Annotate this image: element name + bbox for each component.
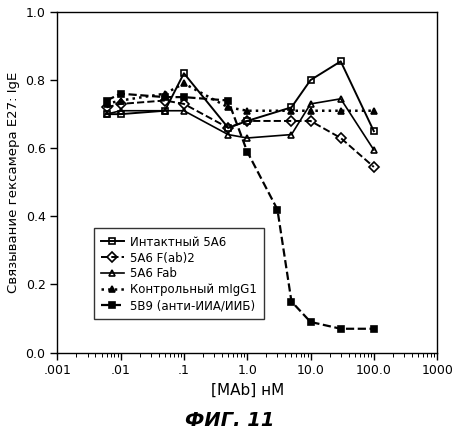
- 5А6 Fab: [337, 96, 343, 101]
- 5А6 F(ab)2: [162, 98, 167, 103]
- 5В9 (анти-ИИА/ИИБ): [162, 95, 167, 100]
- Интактный 5А6: [244, 118, 249, 123]
- Интактный 5А6: [118, 111, 123, 117]
- 5В9 (анти-ИИА/ИИБ): [307, 319, 313, 325]
- X-axis label: [MAb] нМ: [MAb] нМ: [210, 383, 283, 398]
- 5В9 (анти-ИИА/ИИБ): [244, 149, 249, 154]
- 5А6 Fab: [181, 108, 186, 114]
- Контрольный mIgG1: [288, 108, 294, 114]
- 5А6 Fab: [118, 108, 123, 114]
- 5В9 (анти-ИИА/ИИБ): [104, 98, 109, 103]
- 5В9 (анти-ИИА/ИИБ): [370, 326, 376, 332]
- 5А6 Fab: [288, 132, 294, 137]
- Line: Контрольный mIgG1: Контрольный mIgG1: [103, 80, 376, 114]
- 5А6 F(ab)2: [225, 125, 230, 130]
- Интактный 5А6: [225, 125, 230, 130]
- Интактный 5А6: [181, 71, 186, 76]
- Line: 5А6 F(ab)2: 5А6 F(ab)2: [103, 97, 376, 170]
- 5А6 F(ab)2: [104, 105, 109, 110]
- Интактный 5А6: [162, 108, 167, 114]
- Контрольный mIgG1: [104, 101, 109, 107]
- Контрольный mIgG1: [181, 81, 186, 86]
- Line: 5В9 (анти-ИИА/ИИБ): 5В9 (анти-ИИА/ИИБ): [103, 90, 376, 332]
- Line: 5А6 Fab: 5А6 Fab: [103, 95, 376, 154]
- Контрольный mIgG1: [307, 108, 313, 114]
- Интактный 5А6: [288, 105, 294, 110]
- Интактный 5А6: [104, 111, 109, 117]
- Интактный 5А6: [337, 59, 343, 64]
- Интактный 5А6: [307, 77, 313, 83]
- 5А6 Fab: [244, 135, 249, 141]
- 5В9 (анти-ИИА/ИИБ): [274, 207, 280, 212]
- Line: Интактный 5А6: Интактный 5А6: [103, 58, 376, 135]
- Контрольный mIgG1: [370, 108, 376, 114]
- 5А6 F(ab)2: [370, 164, 376, 169]
- 5В9 (анти-ИИА/ИИБ): [118, 91, 123, 96]
- Контрольный mIgG1: [162, 91, 167, 96]
- 5В9 (анти-ИИА/ИИБ): [225, 98, 230, 103]
- 5А6 F(ab)2: [181, 101, 186, 107]
- 5В9 (анти-ИИА/ИИБ): [181, 95, 186, 100]
- 5А6 F(ab)2: [288, 118, 294, 123]
- Контрольный mIgG1: [118, 98, 123, 103]
- 5А6 F(ab)2: [118, 101, 123, 107]
- 5А6 Fab: [307, 101, 313, 107]
- 5А6 Fab: [370, 147, 376, 153]
- 5А6 F(ab)2: [307, 118, 313, 123]
- Legend: Интактный 5А6, 5А6 F(ab)2, 5А6 Fab, Контрольный mIgG1, 5В9 (анти-ИИА/ИИБ): Интактный 5А6, 5А6 F(ab)2, 5А6 Fab, Конт…: [93, 228, 263, 319]
- Y-axis label: Связывание гексамера E27: IgE: Связывание гексамера E27: IgE: [7, 72, 20, 293]
- Интактный 5А6: [370, 129, 376, 134]
- Контрольный mIgG1: [244, 108, 249, 114]
- 5В9 (анти-ИИА/ИИБ): [337, 326, 343, 332]
- Text: ФИГ. 11: ФИГ. 11: [185, 411, 274, 430]
- Контрольный mIgG1: [337, 108, 343, 114]
- 5В9 (анти-ИИА/ИИБ): [288, 299, 294, 304]
- 5А6 Fab: [225, 132, 230, 137]
- 5А6 F(ab)2: [244, 118, 249, 123]
- 5А6 Fab: [104, 111, 109, 117]
- 5А6 F(ab)2: [337, 135, 343, 141]
- Контрольный mIgG1: [225, 105, 230, 110]
- 5А6 Fab: [162, 108, 167, 114]
